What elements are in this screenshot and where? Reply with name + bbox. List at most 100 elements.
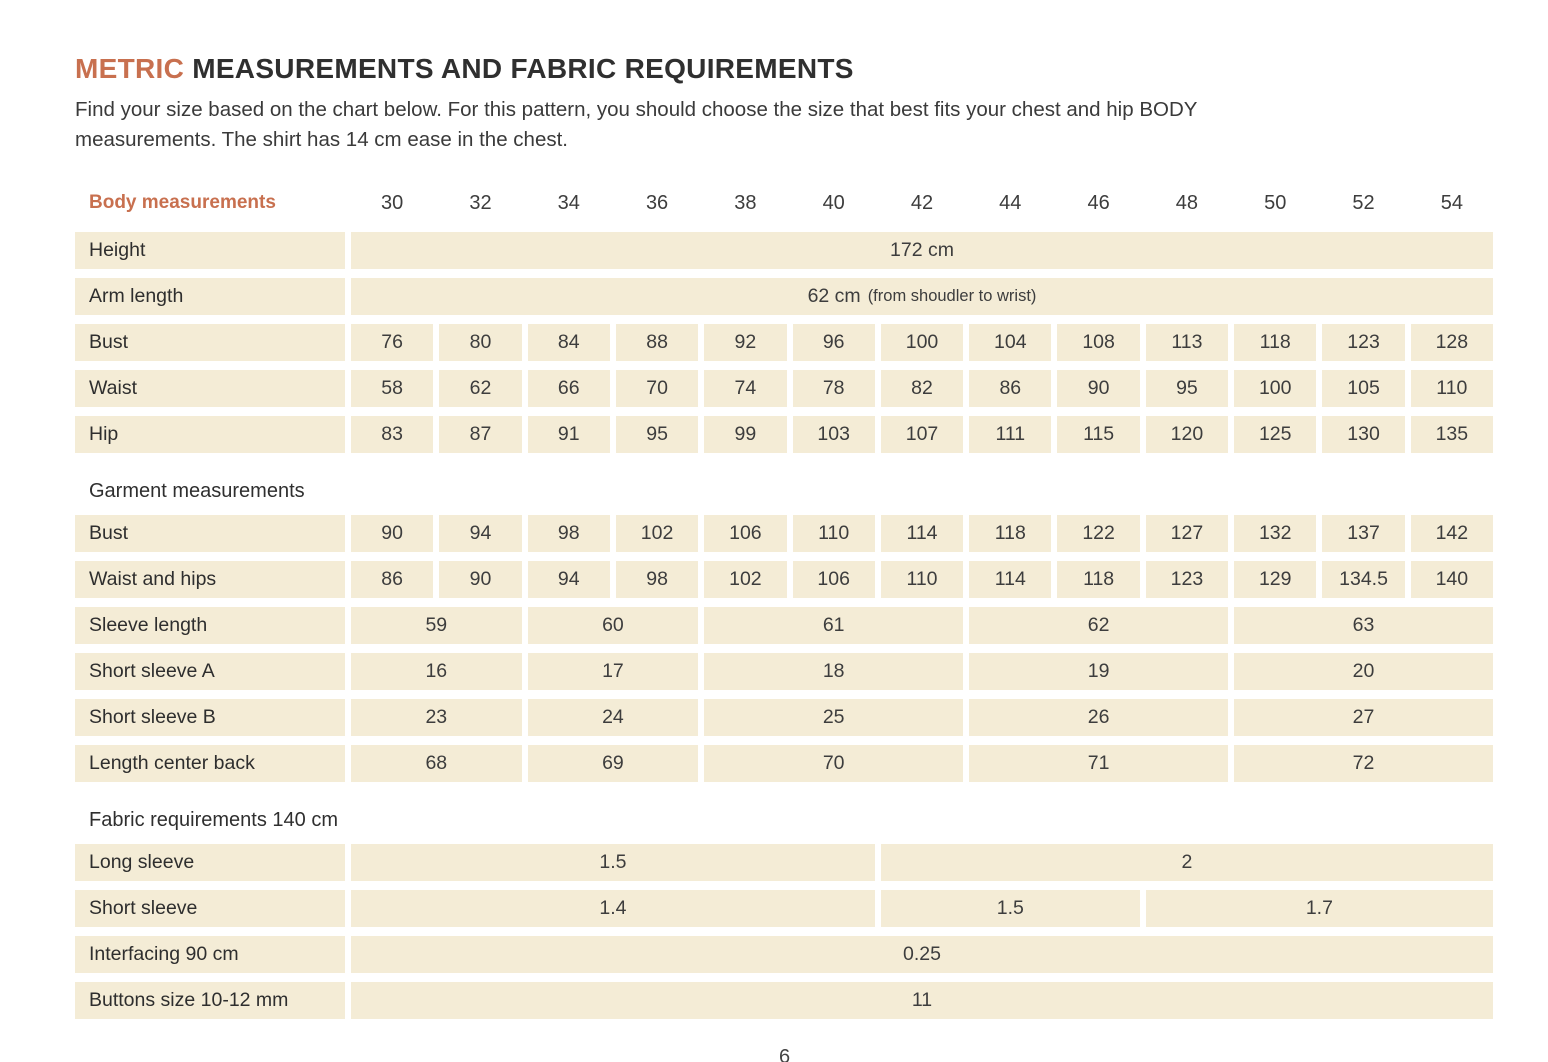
- cell-value: 95: [646, 423, 668, 445]
- cell-value: 105: [1347, 377, 1380, 399]
- value-cell: 69: [527, 745, 699, 782]
- value-cell: 19: [969, 653, 1229, 690]
- value-cell: 82: [880, 370, 964, 407]
- value-cell: 110: [1410, 370, 1493, 407]
- cell-value: 172 cm: [890, 239, 954, 261]
- cell-value: 130: [1347, 423, 1380, 445]
- value-cell: 130: [1322, 416, 1405, 453]
- cell-value: 111: [995, 423, 1026, 445]
- size-column-header: 52: [1352, 191, 1375, 214]
- value-cell: 76: [351, 324, 434, 361]
- cell-value: 113: [1171, 331, 1203, 353]
- value-cell: 2: [880, 844, 1493, 881]
- value-cell: 102: [615, 515, 699, 552]
- value-cell: 114: [880, 515, 964, 552]
- row-label: Waist and hips: [75, 561, 345, 598]
- cell-value: 80: [469, 331, 492, 353]
- cell-value: 72: [1352, 752, 1375, 774]
- cell-value: 63: [1352, 614, 1375, 636]
- value-cell: 62: [969, 607, 1229, 644]
- size-column-header: 48: [1175, 191, 1199, 214]
- intro-line-2: measurements. The shirt has 14 cm ease i…: [75, 128, 569, 151]
- value-cell: 172 cm: [351, 232, 1493, 269]
- cell-value: 106: [729, 522, 762, 544]
- page-content: METRIC MEASUREMENTS AND FABRIC REQUIREME…: [75, 53, 1493, 1019]
- value-cell: 62: [439, 370, 522, 407]
- cell-value: 95: [1176, 377, 1198, 399]
- row-label: Arm length: [75, 278, 345, 315]
- cell-value: 11: [911, 989, 933, 1011]
- value-cell: 83: [351, 416, 434, 453]
- row-label: Bust: [75, 324, 345, 361]
- value-cell: 86: [351, 561, 434, 598]
- cell-value: 24: [602, 706, 624, 728]
- cell-value: 132: [1258, 522, 1292, 544]
- table-header-label: Body measurements: [89, 192, 276, 213]
- cell-value: 2: [1181, 851, 1193, 873]
- value-cell: 135: [1410, 416, 1493, 453]
- value-cell: 118: [1057, 561, 1140, 598]
- cell-value: 108: [1082, 331, 1115, 353]
- size-column-header: 30: [381, 191, 404, 214]
- cell-value: 78: [822, 377, 845, 399]
- cell-value: 110: [818, 522, 850, 544]
- section-label: Fabric requirements 140 cm: [75, 791, 1493, 835]
- row-label: Long sleeve: [75, 844, 345, 881]
- value-cell: 123: [1322, 324, 1405, 361]
- section-label: Garment measurements: [75, 462, 1493, 506]
- value-cell: 114: [969, 561, 1052, 598]
- value-cell: 123: [1145, 561, 1229, 598]
- value-cell: 92: [704, 324, 787, 361]
- cell-value: 74: [734, 377, 757, 399]
- value-cell: 1.5: [351, 844, 875, 881]
- cell-value: 1.5: [996, 897, 1024, 919]
- cell-value: 114: [906, 522, 938, 544]
- value-cell: 132: [1234, 515, 1317, 552]
- cell-value: 142: [1435, 522, 1469, 544]
- cell-value: 123: [1170, 568, 1204, 590]
- row-label: Buttons size 10-12 mm: [75, 982, 345, 1019]
- row-label: Hip: [75, 416, 345, 453]
- value-cell: 17: [527, 653, 699, 690]
- cell-value: 137: [1347, 522, 1380, 544]
- value-cell: 66: [527, 370, 610, 407]
- cell-value: 98: [557, 522, 580, 544]
- value-cell: 118: [969, 515, 1052, 552]
- cell-value: 88: [646, 331, 668, 353]
- cell-value: 110: [1436, 377, 1468, 399]
- value-cell: 58: [351, 370, 434, 407]
- cell-value: 82: [911, 377, 933, 399]
- value-cell: 102: [704, 561, 787, 598]
- value-cell: 62 cm (from shoudler to wrist): [351, 278, 1493, 315]
- cell-value: 135: [1435, 423, 1469, 445]
- value-cell: 90: [351, 515, 434, 552]
- value-cell: 87: [439, 416, 522, 453]
- cell-value: 92: [734, 331, 757, 353]
- size-column-header: 38: [734, 191, 757, 214]
- cell-value: 69: [602, 752, 624, 774]
- cell-value: 125: [1258, 423, 1292, 445]
- cell-value: 26: [1087, 706, 1110, 728]
- cell-value: 70: [646, 377, 668, 399]
- cell-value: 127: [1170, 522, 1204, 544]
- value-cell: 60: [527, 607, 699, 644]
- value-cell: 128: [1410, 324, 1493, 361]
- row-label: Waist: [75, 370, 345, 407]
- value-cell: 68: [351, 745, 522, 782]
- value-cell: 18: [704, 653, 964, 690]
- row-label: Length center back: [75, 745, 345, 782]
- row-label: Short sleeve B: [75, 699, 345, 736]
- cell-value: 134.5: [1339, 568, 1388, 590]
- cell-value: 106: [817, 568, 850, 590]
- value-cell: 104: [969, 324, 1052, 361]
- size-chart-table: Body measurements 30 32 34 36 38 40 42 44 46 48 50 5…: [75, 183, 1493, 1019]
- cell-value: 1.4: [599, 897, 627, 919]
- cell-value: 123: [1347, 331, 1380, 353]
- cell-value: 87: [469, 423, 492, 445]
- value-cell: 107: [880, 416, 964, 453]
- cell-value: 94: [469, 522, 492, 544]
- value-cell: 99: [704, 416, 787, 453]
- cell-value: 128: [1435, 331, 1469, 353]
- value-cell: 1.4: [351, 890, 875, 927]
